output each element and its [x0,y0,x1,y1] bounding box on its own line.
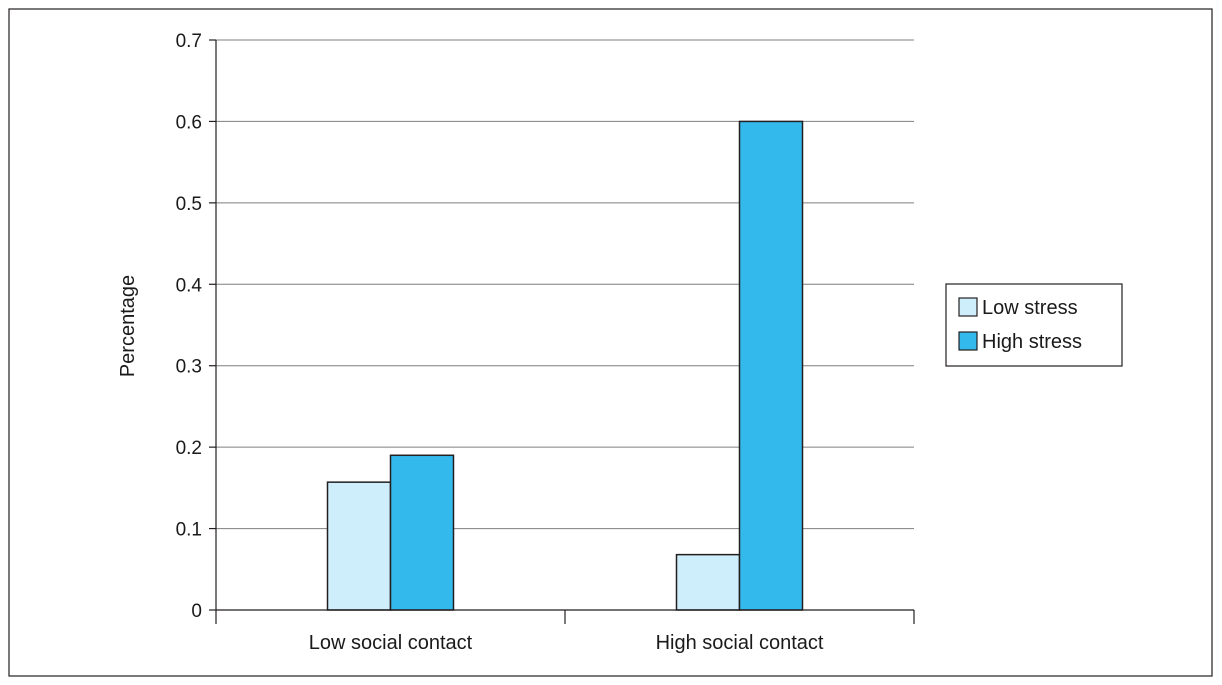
y-tick-label: 0.2 [176,438,202,459]
bars [326,120,804,611]
y-axis-ticks: 0 0.1 0.2 0.3 0.4 0.5 0.6 0.7 [176,31,216,622]
legend: Low stress High stress [945,283,1123,367]
x-tick-label: Low social contact [309,632,473,654]
y-tick-label: 0.3 [176,357,202,378]
y-tick-label: 0.7 [176,31,202,52]
legend-label-high-stress: High stress [982,331,1082,353]
bar-high-stress-high-social-contact [738,120,804,611]
y-tick-label: 0.4 [176,275,203,296]
bar-low-stress-high-social-contact [675,553,741,611]
x-axis-ticks: Low social contact High social contact [215,610,915,654]
bar-low-stress-low-social-contact [326,481,392,611]
legend-label-low-stress: Low stress [982,297,1078,319]
bar-high-stress-low-social-contact [389,454,455,611]
y-tick-label: 0 [191,601,202,622]
y-tick-label: 0.5 [176,194,202,215]
y-axis-label: Percentage [117,275,139,377]
legend-swatch-high-stress [958,331,978,351]
legend-swatch-low-stress [958,297,978,317]
x-tick-label: High social contact [656,632,824,654]
y-tick-label: 0.6 [176,112,202,133]
y-tick-label: 0.1 [176,520,202,541]
